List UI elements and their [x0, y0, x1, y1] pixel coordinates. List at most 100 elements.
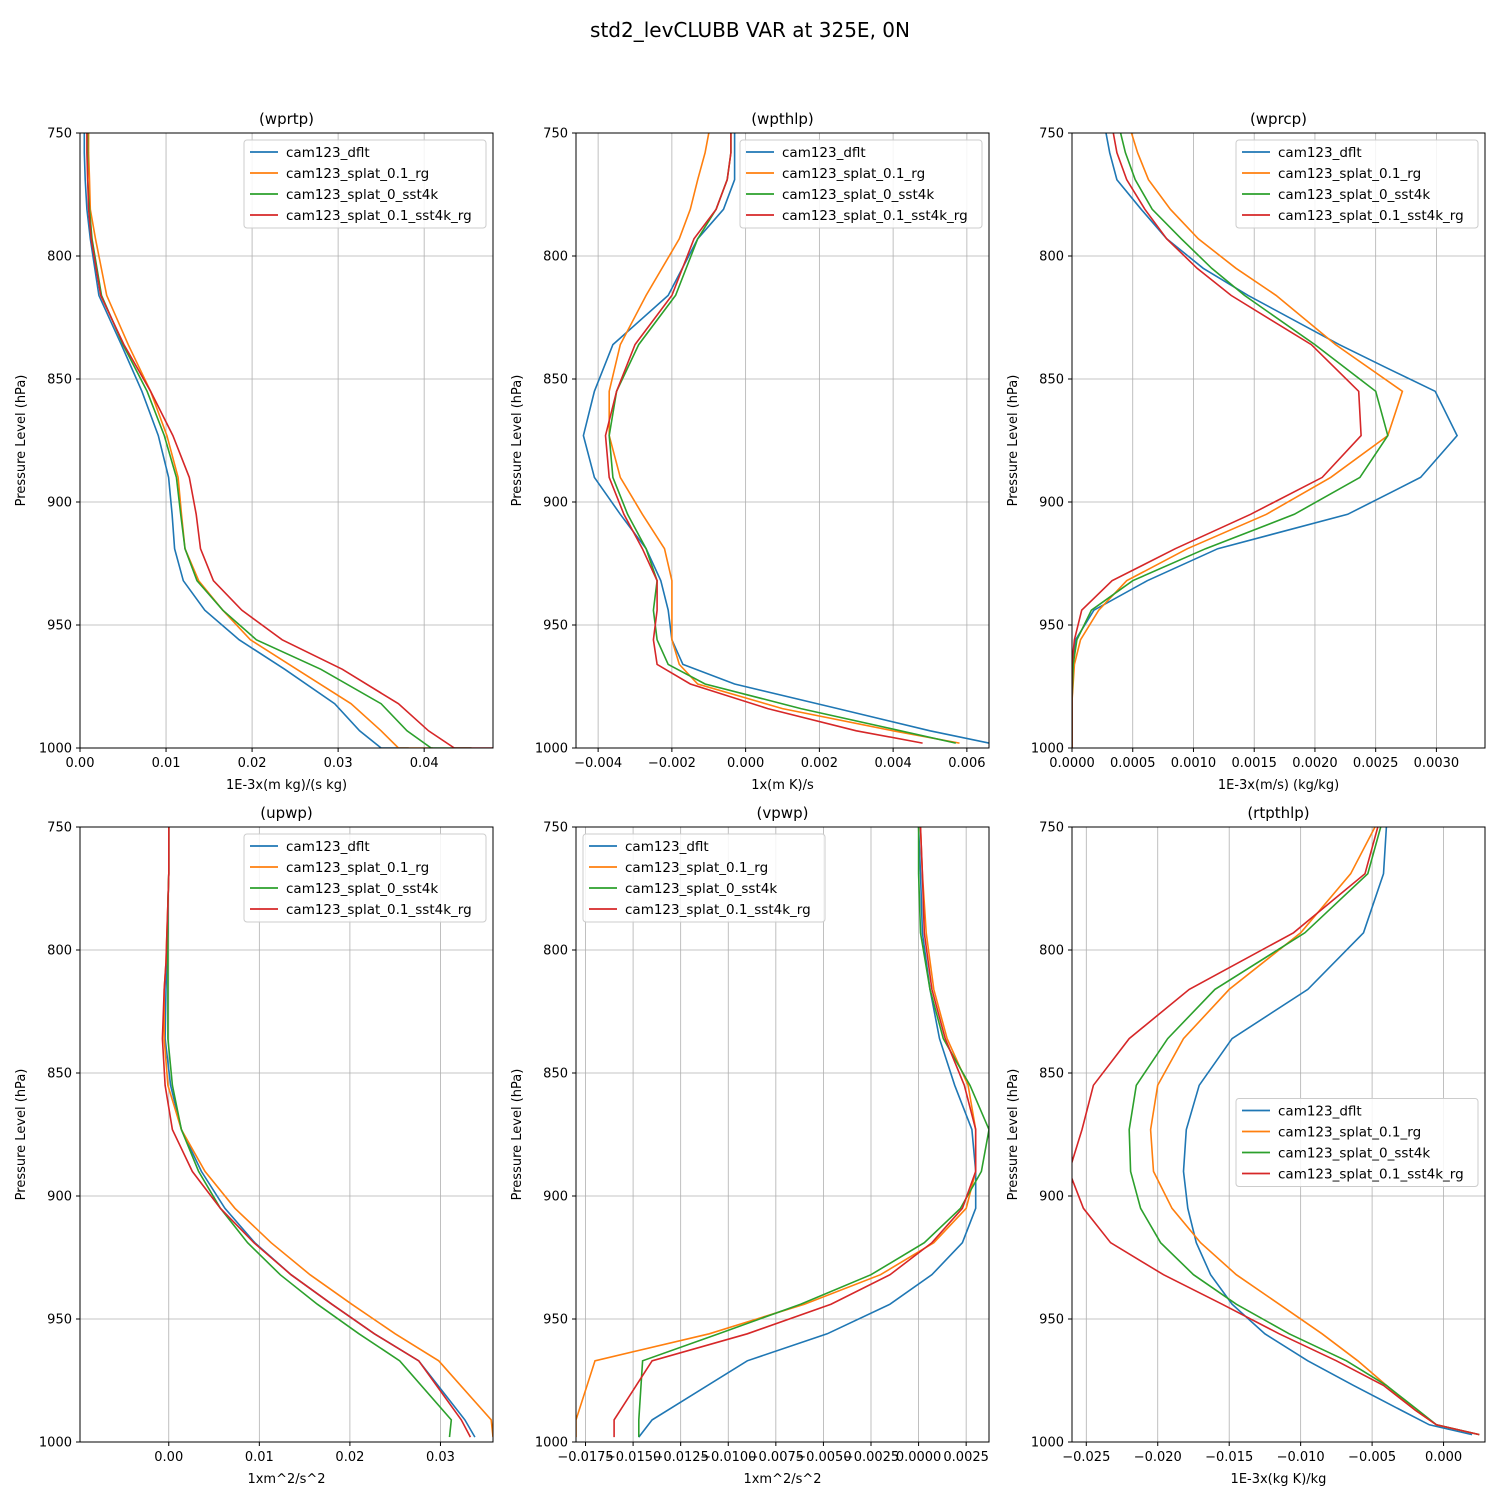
chart-6-x-tick-label: 0.000 — [1425, 1450, 1462, 1465]
chart-3-x-tick-label: 0.0015 — [1231, 756, 1277, 771]
chart-1-series-cam123_dflt — [83, 133, 409, 748]
chart-3-legend-label: cam123_splat_0.1_rg — [1278, 166, 1421, 182]
chart-3-legend-label: cam123_splat_0.1_sst4k_rg — [1278, 208, 1464, 224]
chart-4-y-tick-label: 850 — [47, 1067, 72, 1082]
figure-title: std2_levCLUBB VAR at 325E, 0N — [590, 18, 910, 42]
chart-5-x-tick-label: −0.0175 — [557, 1450, 613, 1465]
chart-5-x-axis-label: 1xm^2/s^2 — [743, 1472, 821, 1487]
chart-6-y-tick-label: 750 — [1039, 821, 1064, 836]
chart-2-series-cam123_splat_0.1_rg — [608, 133, 960, 744]
chart-6-axes-frame — [1071, 826, 1486, 1443]
chart-4-legend: cam123_dflt cam123_splat_0.1_rg cam123_spl… — [243, 833, 487, 923]
chart-3-x-tick-label: 0.0025 — [1353, 756, 1399, 771]
chart-6-y-tick-label: 850 — [1039, 1067, 1064, 1082]
chart-5-x-tick-label: −0.0100 — [700, 1450, 756, 1465]
chart-1-legend-box — [243, 139, 487, 229]
chart-5-y-tick-label: 850 — [543, 1067, 568, 1082]
chart-6-y-axis-label: Pressure Level (hPa) — [1006, 1069, 1021, 1201]
chart-4-y-axis-label: Pressure Level (hPa) — [14, 1069, 29, 1201]
chart-3-y-tick-label: 1000 — [1031, 742, 1064, 757]
chart-6-legend-label: cam123_splat_0_sst4k — [1278, 1146, 1430, 1162]
chart-6-y-tick-label: 800 — [1039, 944, 1064, 959]
chart-1-series-cam123_splat_0.1_rg — [87, 133, 433, 748]
chart-1-legend-label: cam123_splat_0.1_rg — [286, 166, 429, 182]
chart-3-legend: cam123_dflt cam123_splat_0.1_rg cam123_spl… — [1235, 139, 1479, 229]
chart-2-y-tick-label: 900 — [543, 496, 568, 511]
chart-2-x-tick-label: −0.002 — [648, 756, 696, 771]
chart-5-x-tick-label: −0.0075 — [748, 1450, 804, 1465]
chart-3-x-tick-label: 0.0010 — [1171, 756, 1217, 771]
chart-5-title: (vpwp) — [757, 804, 809, 822]
chart-2-y-tick-label: 950 — [543, 619, 568, 634]
chart-5-legend-label: cam123_splat_0_sst4k — [625, 881, 777, 897]
chart-3-y-axis-label: Pressure Level (hPa) — [1006, 375, 1021, 507]
chart-6-legend: cam123_dflt cam123_splat_0.1_rg cam123_spl… — [1235, 1098, 1479, 1187]
chart-4-x-tick-label: 0.03 — [426, 1450, 455, 1465]
chart-5-legend-box — [582, 833, 826, 923]
chart-3-legend-label: cam123_dflt — [1278, 145, 1362, 161]
chart-6-x-tick-label: −0.010 — [1277, 1450, 1325, 1465]
chart-panel-1: 0.00 0.01 0.02 0.03 0.04 750 800 850 900 950 1000 (… — [14, 110, 494, 793]
chart-2-legend-label: cam123_splat_0_sst4k — [782, 187, 934, 203]
chart-4-y-tick-label: 950 — [47, 1313, 72, 1328]
chart-2-legend-label: cam123_dflt — [782, 145, 866, 161]
chart-6-series-cam123_splat_0_sst4k — [1128, 827, 1480, 1436]
chart-panel-3: 0.0000 0.0005 0.0010 0.0015 0.0020 0.0025 0.00… — [1006, 110, 1486, 793]
chart-2-series-cam123_dflt — [582, 133, 989, 744]
chart-5-y-tick-label: 1000 — [535, 1436, 568, 1451]
chart-4-x-axis-label: 1xm^2/s^2 — [247, 1472, 325, 1487]
chart-2-series-cam123_splat_0.1_sst4k_rg — [604, 133, 923, 744]
chart-1-y-tick-label: 850 — [47, 373, 72, 388]
chart-5-x-tick-label: 0.0025 — [943, 1450, 989, 1465]
chart-2-y-tick-label: 850 — [543, 373, 568, 388]
chart-2-y-tick-label: 1000 — [535, 742, 568, 757]
chart-1-legend-label: cam123_splat_0_sst4k — [286, 187, 438, 203]
chart-3-y-tick-label: 800 — [1039, 250, 1064, 265]
chart-4-legend-label: cam123_dflt — [286, 839, 370, 855]
chart-4-axes-frame — [79, 826, 494, 1443]
chart-3-title: (wprcp) — [1250, 110, 1307, 128]
chart-3-y-tick-label: 950 — [1039, 619, 1064, 634]
chart-5-series-cam123_splat_0.1_sst4k_rg — [613, 827, 977, 1438]
chart-2-x-axis-label: 1x(m K)/s — [751, 778, 814, 793]
chart-6-legend-label: cam123_splat_0.1_sst4k_rg — [1278, 1167, 1464, 1183]
chart-3-y-tick-label: 850 — [1039, 373, 1064, 388]
chart-5-x-tick-label: −0.0025 — [843, 1450, 899, 1465]
chart-5-x-tick-label: −0.0125 — [652, 1450, 708, 1465]
chart-panel-4: 0.00 0.01 0.02 0.03 750 800 850 900 950 1000 (upwp… — [14, 804, 494, 1487]
chart-2-legend: cam123_dflt cam123_splat_0.1_rg cam123_spl… — [739, 139, 983, 229]
chart-3-x-tick-label: 0.0020 — [1292, 756, 1338, 771]
chart-4-series-cam123_splat_0_sst4k — [167, 827, 453, 1438]
chart-3-x-axis-label: 1E-3x(m/s) (kg/kg) — [1218, 778, 1339, 793]
chart-3-x-tick-label: 0.0000 — [1049, 756, 1095, 771]
chart-2-x-tick-label: 0.004 — [875, 756, 912, 771]
chart-3-y-tick-label: 900 — [1039, 496, 1064, 511]
chart-2-legend-label: cam123_splat_0.1_rg — [782, 166, 925, 182]
chart-1-y-tick-label: 1000 — [39, 742, 72, 757]
chart-5-x-tick-label: −0.0150 — [605, 1450, 661, 1465]
chart-1-y-tick-label: 800 — [47, 250, 72, 265]
chart-2-title: (wpthlp) — [751, 110, 814, 128]
chart-6-legend-label: cam123_splat_0.1_rg — [1278, 1125, 1421, 1141]
chart-5-series-cam123_splat_0_sst4k — [637, 827, 989, 1438]
chart-1-series-cam123_splat_0_sst4k — [86, 133, 472, 748]
chart-1-y-tick-label: 950 — [47, 619, 72, 634]
chart-1-x-axis-label: 1E-3x(m kg)/(s kg) — [226, 778, 347, 793]
chart-6-y-tick-label: 900 — [1039, 1190, 1064, 1205]
chart-5-x-tick-label: −0.0050 — [795, 1450, 851, 1465]
chart-6-x-axis-label: 1E-3x(kg K)/kg — [1231, 1472, 1327, 1487]
chart-4-legend-label: cam123_splat_0_sst4k — [286, 881, 438, 897]
chart-1-y-tick-label: 900 — [47, 496, 72, 511]
chart-6-series-cam123_splat_0.1_sst4k_rg — [1072, 827, 1480, 1436]
chart-1-series-cam123_splat_0.1_sst4k_rg — [86, 133, 493, 748]
chart-2-legend-box — [739, 139, 983, 229]
chart-2-y-axis-label: Pressure Level (hPa) — [510, 375, 525, 507]
chart-3-legend-label: cam123_splat_0_sst4k — [1278, 187, 1430, 203]
chart-5-y-tick-label: 900 — [543, 1190, 568, 1205]
chart-2-axes-frame — [575, 132, 990, 749]
chart-2-y-tick-label: 750 — [543, 127, 568, 142]
chart-5-legend: cam123_dflt cam123_splat_0.1_rg cam123_spl… — [582, 833, 826, 923]
chart-5-y-tick-label: 800 — [543, 944, 568, 959]
chart-4-y-tick-label: 900 — [47, 1190, 72, 1205]
